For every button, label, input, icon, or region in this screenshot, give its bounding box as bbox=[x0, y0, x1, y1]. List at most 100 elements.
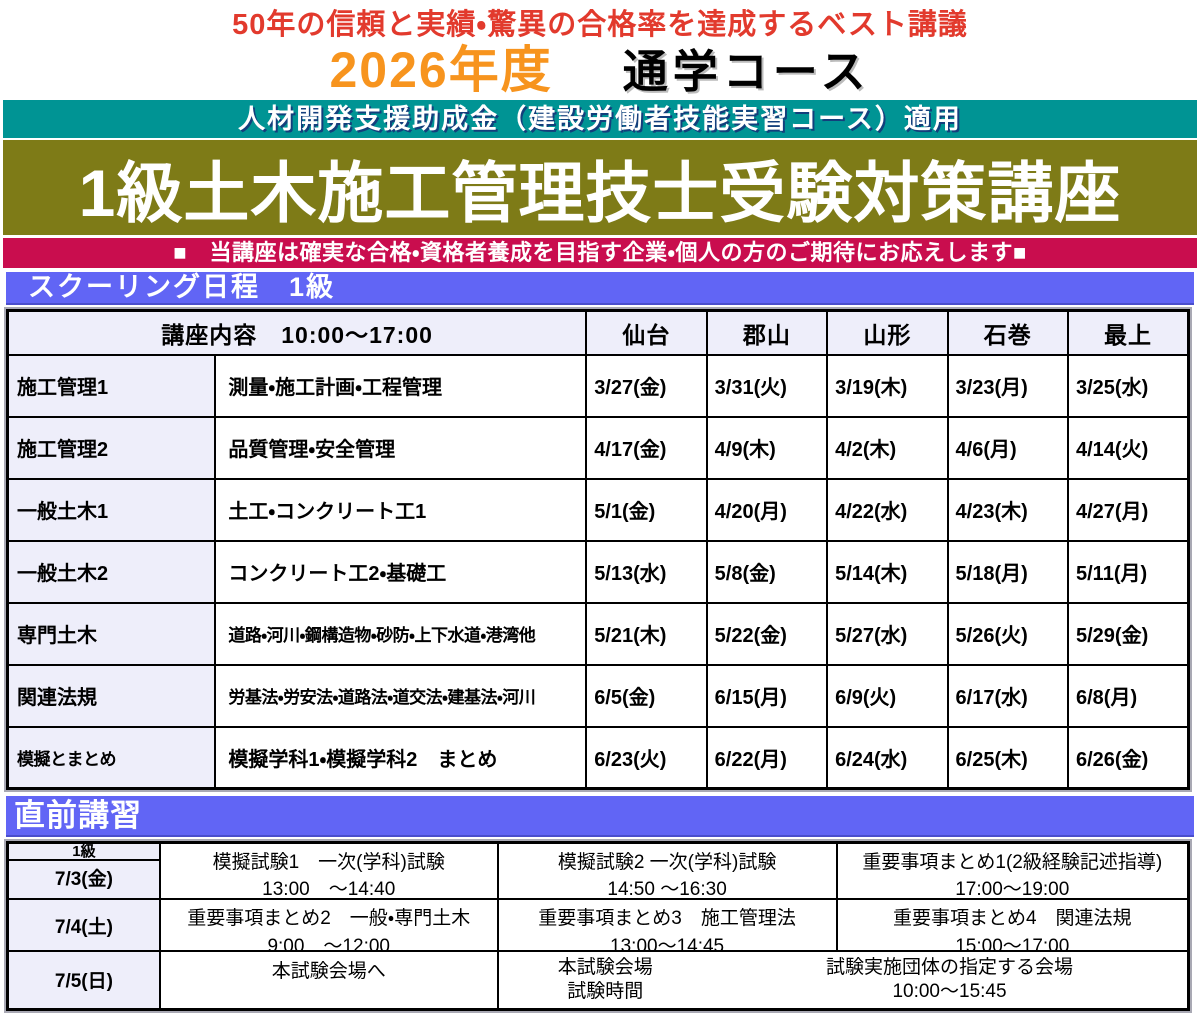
final-row-73: 1級 7/3(金) 模擬試験1 一次(学科)試験 13:00 ～14:40 模擬… bbox=[6, 841, 1190, 900]
content-cell: コンクリート工2・基礎工 bbox=[214, 539, 588, 604]
session-cell: 重要事項まとめ3 施工管理法 13:00～14:45 bbox=[496, 898, 838, 952]
date-cell: 6/9(火) bbox=[826, 663, 949, 728]
date-cell: 6/17(水) bbox=[946, 663, 1070, 728]
content-cell: 道路・河川・鋼構造物・砂防・上下水道・港湾他 bbox=[214, 601, 588, 666]
slogan-text: ■ 当講座は確実な合格・資格者養成を目指す企業・個人の方のご期待にお応えします■ bbox=[173, 240, 1027, 265]
date-cell: 6/23(火) bbox=[585, 725, 708, 790]
final-date: 7/3(金) bbox=[54, 869, 113, 890]
schedule-header-row: 講座内容 10:00～17:00 仙台 郡山 山形 石巻 最上 bbox=[6, 309, 1190, 356]
subject-cell: 関連法規 bbox=[6, 663, 217, 728]
date-cell: 3/23(月) bbox=[946, 353, 1070, 418]
city-header-yamagata: 山形 bbox=[826, 309, 949, 356]
city-header-mogami: 最上 bbox=[1067, 309, 1190, 356]
final-course-table: 1級 7/3(金) 模擬試験1 一次(学科)試験 13:00 ～14:40 模擬… bbox=[6, 841, 1190, 1011]
city-header-koriyama: 郡山 bbox=[705, 309, 829, 356]
subsidy-band: 人材開発支援助成金（建設労働者技能実習コース）適用 bbox=[3, 100, 1197, 138]
schedule-row: 模擬とまとめ 模擬学科1・模擬学科2 まとめ 6/23(火) 6/22(月) 6… bbox=[6, 725, 1190, 790]
schedule-row: 専門土木 道路・河川・鋼構造物・砂防・上下水道・港湾他 5/21(木) 5/22… bbox=[6, 601, 1190, 666]
city-header-ishinomaki: 石巻 bbox=[946, 309, 1070, 356]
date-cell: 4/22(水) bbox=[826, 477, 949, 542]
date-cell: 5/11(月) bbox=[1067, 539, 1190, 604]
date-cell: 5/18(月) bbox=[946, 539, 1070, 604]
date-cell: 4/6(月) bbox=[946, 415, 1070, 480]
session-time: 15:00～17:00 bbox=[955, 936, 1070, 951]
session-time: 13:00 ～14:40 bbox=[262, 879, 396, 899]
designated-venue: 試験実施団体の指定する会場 bbox=[825, 957, 1073, 978]
date-cell: 5/29(金) bbox=[1067, 601, 1190, 666]
date-cell: 6/5(金) bbox=[585, 663, 708, 728]
content-cell: 模擬学科1・模擬学科2 まとめ bbox=[214, 725, 588, 790]
date-cell: 3/31(火) bbox=[705, 353, 829, 418]
final-date: 7/4(土) bbox=[6, 898, 161, 952]
schedule-row: 施工管理1 測量・施工計画・工程管理 3/27(金) 3/31(火) 3/19(… bbox=[6, 353, 1190, 418]
subject-cell: 一般土木2 bbox=[6, 539, 217, 604]
subject-cell: 施工管理2 bbox=[6, 415, 217, 480]
date-cell: 4/2(木) bbox=[826, 415, 949, 480]
date-cell: 6/24(水) bbox=[826, 725, 949, 790]
schedule-row: 一般土木1 土工・コンクリート工1 5/1(金) 4/20(月) 4/22(水)… bbox=[6, 477, 1190, 542]
session-cell: 模擬試験1 一次(学科)試験 13:00 ～14:40 bbox=[158, 841, 499, 900]
subject-cell: 模擬とまとめ bbox=[6, 725, 217, 790]
subsidy-notice-text: 人材開発支援助成金（建設労働者技能実習コース）適用 bbox=[238, 104, 962, 134]
session-cell: 重要事項まとめ4 関連法規 15:00～17:00 bbox=[835, 898, 1190, 952]
date-cell: 6/22(月) bbox=[705, 725, 829, 790]
final-heading-text: 直前講習 bbox=[14, 798, 142, 833]
date-cell: 3/19(木) bbox=[826, 353, 949, 418]
grade-label: 1級 bbox=[9, 844, 158, 861]
session-cell: 重要事項まとめ1(2級経験記述指導) 17:00～19:00 bbox=[835, 841, 1190, 900]
year-line: 2026年度 通学コース bbox=[0, 42, 1200, 98]
schedule-table: 講座内容 10:00～17:00 仙台 郡山 山形 石巻 最上 施工管理1 測量… bbox=[6, 309, 1190, 790]
date-cell: 5/8(金) bbox=[705, 539, 829, 604]
session-title: 重要事項まとめ1(2級経験記述指導) bbox=[862, 852, 1163, 873]
date-cell: 5/21(木) bbox=[585, 601, 708, 666]
subject-cell: 施工管理1 bbox=[6, 353, 217, 418]
session-time: 9:00 ～12:00 bbox=[267, 936, 390, 951]
session-title: 重要事項まとめ3 施工管理法 bbox=[538, 908, 796, 929]
date-cell: 4/9(木) bbox=[705, 415, 829, 480]
date-cell: 5/14(木) bbox=[826, 539, 949, 604]
session-title: 重要事項まとめ4 関連法規 bbox=[892, 908, 1132, 929]
exam-site-label: 本試験会場 bbox=[557, 957, 653, 978]
date-column-cell: 1級 7/3(金) bbox=[6, 841, 161, 900]
final-row-75: 7/5(日) 本試験会場へ 本試験会場 試験時間 試験実施団体の指定する会場 1… bbox=[6, 950, 1190, 1010]
tagline-text: 50年の信頼と実績・驚異の合格率を達成するベスト講議 bbox=[232, 9, 968, 41]
session-time: 17:00～19:00 bbox=[955, 879, 1070, 899]
content-cell: 測量・施工計画・工程管理 bbox=[214, 353, 588, 418]
date-cell: 6/25(木) bbox=[946, 725, 1070, 790]
slogan-band: ■ 当講座は確実な合格・資格者養成を目指す企業・個人の方のご期待にお応えします■ bbox=[3, 238, 1197, 268]
date-cell: 5/13(水) bbox=[585, 539, 708, 604]
date-cell: 5/22(金) bbox=[705, 601, 829, 666]
city-header-sendai: 仙台 bbox=[585, 309, 708, 356]
content-cell: 労基法・労安法・道路法・道交法・建基法・河川 bbox=[214, 663, 588, 728]
final-date: 7/5(日) bbox=[6, 950, 161, 1010]
date-cell: 3/25(水) bbox=[1067, 353, 1190, 418]
content-header-cell: 講座内容 10:00～17:00 bbox=[6, 309, 588, 356]
date-cell: 4/17(金) bbox=[585, 415, 708, 480]
subject-cell: 一般土木1 bbox=[6, 477, 217, 542]
final-heading-bar: 直前講習 bbox=[6, 796, 1194, 837]
date-cell: 5/1(金) bbox=[585, 477, 708, 542]
venue-cell: 本試験会場へ bbox=[158, 950, 499, 1010]
session-title: 模擬試験2 一次(学科)試験 bbox=[557, 852, 777, 873]
main-title-band: 1級土木施工管理技士受験対策講座 bbox=[3, 140, 1197, 235]
main-title-text: 1級土木施工管理技士受験対策講座 bbox=[78, 155, 1122, 230]
schedule-row: 関連法規 労基法・労安法・道路法・道交法・建基法・河川 6/5(金) 6/15(… bbox=[6, 663, 1190, 728]
date-cell: 6/8(月) bbox=[1067, 663, 1190, 728]
schedule-heading-bar: スクーリング日程 1級 bbox=[6, 272, 1194, 305]
exam-info-cell: 本試験会場 試験時間 試験実施団体の指定する会場 10:00～15:45 bbox=[496, 950, 1190, 1010]
session-time: 13:00～14:45 bbox=[610, 936, 725, 951]
date-cell: 6/15(月) bbox=[705, 663, 829, 728]
session-cell: 重要事項まとめ2 一般・専門土木 9:00 ～12:00 bbox=[158, 898, 499, 952]
date-cell: 5/26(火) bbox=[946, 601, 1070, 666]
exam-time: 10:00～15:45 bbox=[892, 981, 1007, 1002]
date-cell: 4/20(月) bbox=[705, 477, 829, 542]
date-cell: 3/27(金) bbox=[585, 353, 708, 418]
year-label: 2026年度 bbox=[329, 42, 553, 98]
session-title: 重要事項まとめ2 一般・専門土木 bbox=[187, 908, 471, 929]
session-time: 14:50 ～16:30 bbox=[607, 879, 727, 899]
date-cell: 4/14(火) bbox=[1067, 415, 1190, 480]
course-type-label: 通学コース bbox=[622, 46, 871, 97]
date-cell: 4/23(木) bbox=[946, 477, 1070, 542]
session-cell: 模擬試験2 一次(学科)試験 14:50 ～16:30 bbox=[496, 841, 838, 900]
